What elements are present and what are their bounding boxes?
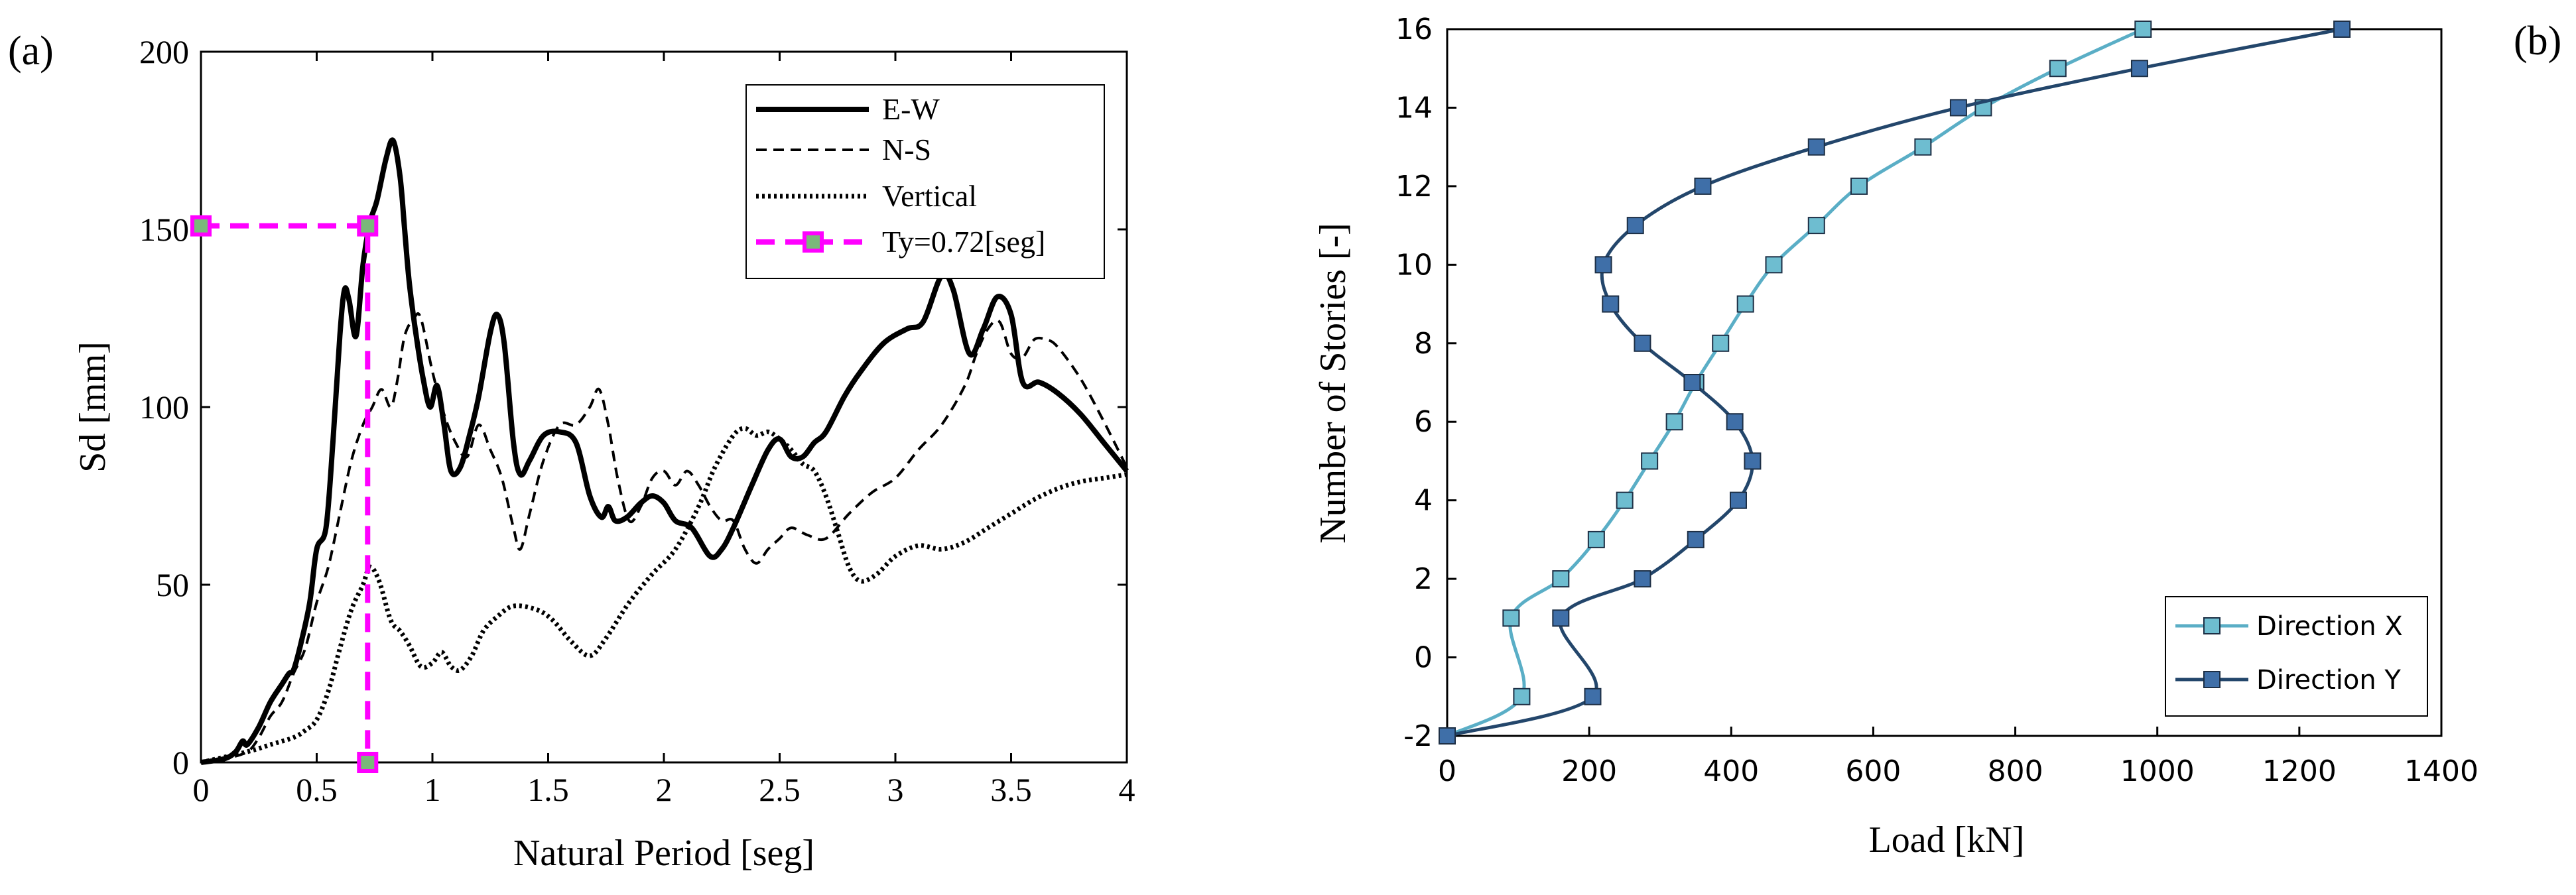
chart-a-x-tick-label: 2.5 xyxy=(759,771,801,808)
chart-b-y-tick-label: 2 xyxy=(1414,562,1433,596)
chart-b-y-tick-label: 16 xyxy=(1395,13,1433,46)
legend-marker-direction-x xyxy=(2203,617,2221,634)
ty-marker-x-axis xyxy=(357,752,379,773)
data-point-direction-y xyxy=(1594,256,1612,274)
chart-a-period-marker xyxy=(190,215,379,773)
legend-label-direction-x: Direction X xyxy=(2256,611,2403,642)
chart-b-x-tick-label: 1200 xyxy=(2262,754,2337,788)
data-point-direction-y xyxy=(1687,530,1705,548)
legend-marker-ty xyxy=(803,231,824,253)
chart-b-x-tick-label: 0 xyxy=(1438,754,1456,788)
chart-b-plot-frame xyxy=(1446,28,2443,737)
chart-b-y-tick-label: 6 xyxy=(1414,405,1433,439)
legend-label-vertical: Vertical xyxy=(882,179,977,213)
data-point-direction-x xyxy=(1665,413,1683,431)
chart-a-x-axis-label: Natural Period [seg] xyxy=(513,833,814,874)
data-point-direction-y xyxy=(1634,570,1651,588)
series-line-e-w xyxy=(200,137,1129,765)
chart-b-x-tick-label: 600 xyxy=(1845,754,1901,788)
chart-a-x-tick-label: 2 xyxy=(656,771,673,808)
chart-b-legend-box xyxy=(2165,596,2428,717)
chart-b-x-axis-label: Load [kN] xyxy=(1869,819,2025,861)
data-point-direction-x xyxy=(1641,452,1659,470)
chart-b-y-tick-label: 0 xyxy=(1414,641,1433,675)
data-point-direction-x xyxy=(1914,138,1932,156)
data-point-direction-y xyxy=(2130,60,2148,78)
data-point-direction-y xyxy=(1634,334,1651,352)
chart-a-y-tick-label: 100 xyxy=(139,388,189,426)
chart-a-x-tick-label: 1 xyxy=(424,771,441,808)
chart-b-y-tick-label: -2 xyxy=(1403,719,1433,753)
chart-b-y-tick-label: 10 xyxy=(1395,248,1433,282)
series-line-direction-x xyxy=(1446,27,2144,738)
chart-a-x-tick-label: 3 xyxy=(887,771,904,808)
chart-b-y-tick-label: 12 xyxy=(1395,170,1433,204)
chart-a-x-tick-label: 4 xyxy=(1119,771,1135,808)
data-point-direction-x xyxy=(1502,609,1520,627)
chart-b-y-tick-label: 8 xyxy=(1414,327,1433,361)
legend-marker-direction-y xyxy=(2203,671,2221,688)
data-point-direction-x xyxy=(1616,491,1634,509)
chart-a-y-tick-label: 200 xyxy=(139,33,189,70)
chart-b-x-tick-label: 1000 xyxy=(2120,754,2195,788)
chart-a-y-tick-label: 50 xyxy=(156,566,189,603)
data-point-direction-y xyxy=(1744,452,1762,470)
data-point-direction-x xyxy=(1807,217,1825,235)
data-point-direction-y xyxy=(1584,687,1602,705)
data-point-direction-y xyxy=(2333,21,2351,38)
ty-marker-point xyxy=(357,215,379,237)
chart-a-ticks: 0 0.5 1 1.5 2 2.5 3 3.5 4 0 50 100 150 200 xyxy=(139,33,1135,808)
data-point-direction-x xyxy=(2049,60,2067,78)
legend-label-direction-y: Direction Y xyxy=(2256,665,2401,695)
data-point-direction-x xyxy=(1736,295,1754,313)
data-point-direction-y xyxy=(1626,217,1644,235)
data-point-direction-x xyxy=(1513,687,1531,705)
chart-a-series xyxy=(200,137,1129,765)
data-point-direction-x xyxy=(1552,570,1570,588)
legend-label-ns: N-S xyxy=(882,133,931,166)
chart-a-y-tick-label: 150 xyxy=(139,211,189,248)
ty-marker-y-axis xyxy=(190,215,212,237)
chart-a-y-tick-label: 0 xyxy=(172,744,189,781)
data-point-direction-y xyxy=(1602,295,1620,313)
chart-b: 0 200 400 600 800 1000 1200 1400-20246810121416… xyxy=(1313,13,2479,861)
chart-a: 0 0.5 1 1.5 2 2.5 3 3.5 4 0 50 100 150 200 Natural Pe… xyxy=(72,33,1135,874)
chart-b-y-axis-label: Number of Stories [-] xyxy=(1313,223,1354,544)
chart-b-legend: Direction X Direction Y xyxy=(2165,596,2428,717)
legend-label-ty: Ty=0.72[seg] xyxy=(882,225,1045,259)
chart-b-x-tick-label: 1400 xyxy=(2404,754,2479,788)
data-point-direction-x xyxy=(1765,256,1783,274)
chart-a-x-tick-label: 1.5 xyxy=(527,771,569,808)
data-point-direction-x xyxy=(1850,177,1868,195)
data-point-direction-y xyxy=(1694,177,1712,195)
chart-a-x-tick-label: 3.5 xyxy=(990,771,1032,808)
chart-a-legend: E-W N-S Vertical Ty=0.72[seg] xyxy=(745,84,1105,279)
chart-a-x-tick-label: 0.5 xyxy=(296,771,338,808)
chart-b-x-tick-label: 800 xyxy=(1988,754,2043,788)
chart-b-x-tick-label: 400 xyxy=(1703,754,1759,788)
data-point-direction-y xyxy=(1729,491,1747,509)
data-point-direction-x xyxy=(1587,530,1605,548)
panel-a-label: (a) xyxy=(8,29,54,74)
chart-b-series xyxy=(1439,21,2351,745)
chart-a-y-axis-label: Sd [mm] xyxy=(72,341,113,473)
chart-a-x-tick-label: 0 xyxy=(193,771,210,808)
data-point-direction-y xyxy=(1552,609,1570,627)
series-line-vertical xyxy=(200,426,1127,765)
chart-b-y-tick-label: 14 xyxy=(1395,91,1433,125)
data-point-direction-y xyxy=(1683,374,1701,391)
data-point-direction-y xyxy=(1439,727,1456,745)
chart-b-y-tick-label: 4 xyxy=(1414,484,1433,518)
series-line-n-s xyxy=(200,312,1128,764)
panel-b-label: (b) xyxy=(2514,19,2561,64)
data-point-direction-x xyxy=(2134,21,2152,38)
chart-b-x-tick-label: 200 xyxy=(1561,754,1617,788)
data-point-direction-y xyxy=(1726,413,1744,431)
data-point-direction-x xyxy=(1712,334,1730,352)
data-point-direction-y xyxy=(1949,99,1967,117)
data-point-direction-y xyxy=(1807,138,1825,156)
legend-label-ew: E-W xyxy=(882,92,940,126)
